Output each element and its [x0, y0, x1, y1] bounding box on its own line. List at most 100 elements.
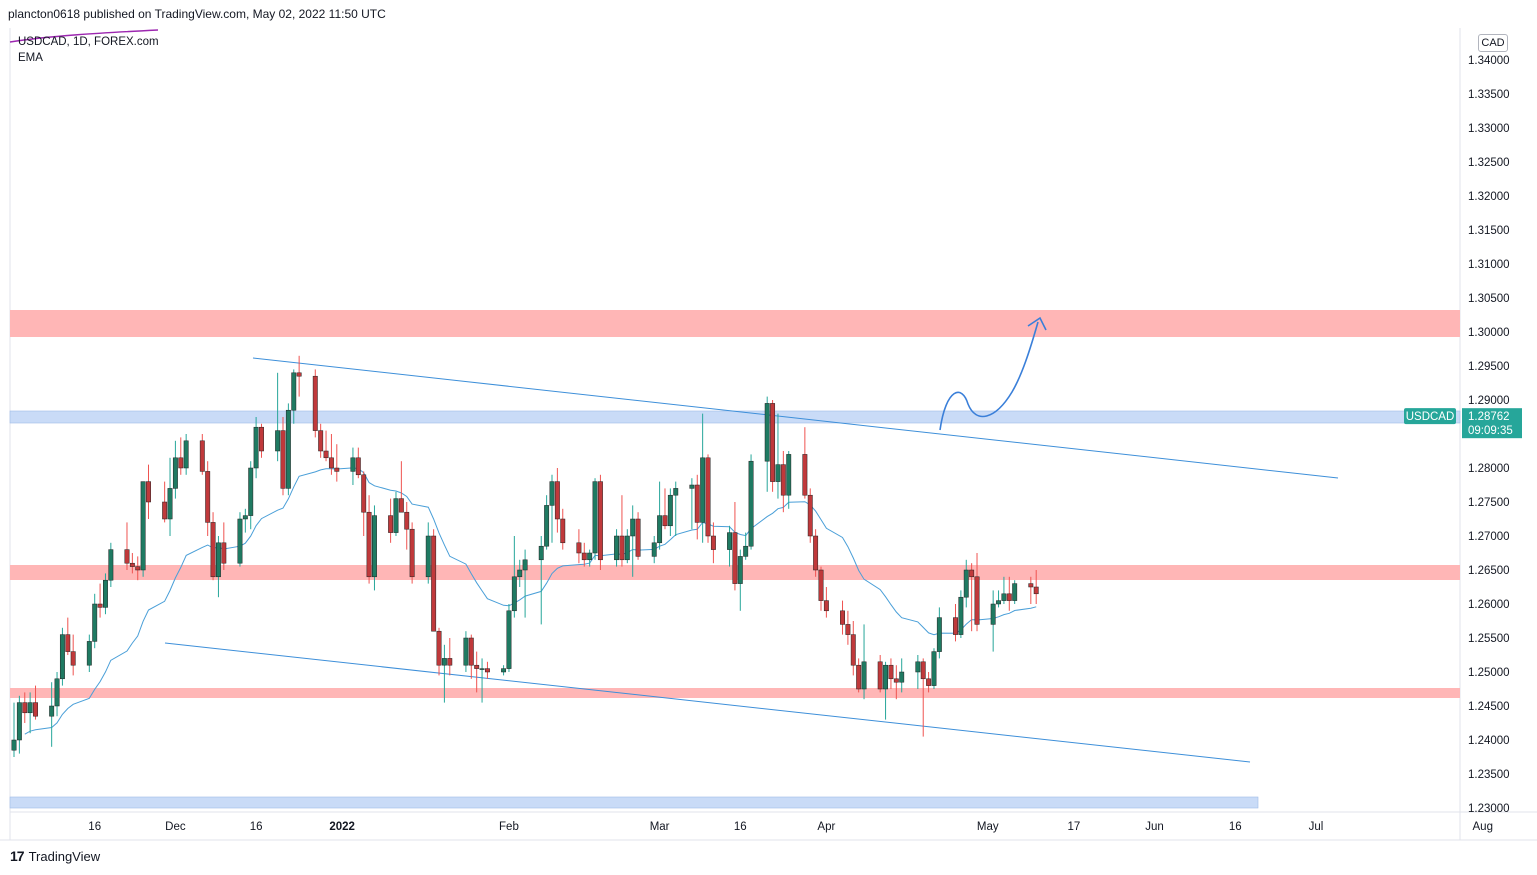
candle-2022-03-04[interactable]: [673, 481, 679, 536]
candle-2021-11-23[interactable]: [129, 553, 135, 574]
candle-2022-03-15[interactable]: [732, 502, 738, 591]
candle-2022-01-03[interactable]: [350, 447, 356, 485]
candle-2022-04-13[interactable]: [888, 658, 894, 689]
currency-badge[interactable]: CAD: [1478, 34, 1508, 52]
candle-2022-02-03[interactable]: [517, 559, 523, 587]
candle-2022-02-25[interactable]: [635, 512, 641, 560]
candle-2022-01-20[interactable]: [441, 644, 447, 703]
legend-indicator-ema[interactable]: EMA: [18, 52, 43, 64]
candle-2022-04-26[interactable]: [958, 590, 964, 638]
candle-2021-12-17[interactable]: [259, 423, 264, 458]
candle-2022-02-17[interactable]: [592, 478, 598, 560]
candle-2021-11-12[interactable]: [70, 634, 76, 676]
candle-2022-05-05[interactable]: [1006, 576, 1012, 611]
candle-2021-12-02[interactable]: [178, 437, 184, 475]
candle-2021-11-05[interactable]: [33, 685, 38, 720]
candle-2022-03-03[interactable]: [667, 488, 673, 536]
candle-2022-04-06[interactable]: [850, 621, 856, 676]
candle-2022-04-04[interactable]: [840, 600, 845, 635]
candle-2022-05-03[interactable]: [996, 590, 1001, 608]
candle-2022-02-22[interactable]: [619, 495, 625, 567]
candle-2021-11-09[interactable]: [54, 672, 60, 717]
candle-2022-02-28[interactable]: [651, 536, 657, 564]
candle-2022-04-07[interactable]: [856, 658, 862, 693]
candle-2022-03-02[interactable]: [662, 488, 668, 530]
candle-2022-01-19[interactable]: [436, 627, 442, 676]
candle-2022-02-02[interactable]: [511, 536, 517, 618]
candle-2022-03-08[interactable]: [694, 474, 700, 540]
candle-2022-04-27[interactable]: [963, 559, 969, 608]
candle-2022-04-29[interactable]: [974, 553, 980, 632]
candle-2021-12-09[interactable]: [215, 536, 221, 598]
candle-2022-01-25[interactable]: [468, 634, 474, 679]
candle-2021-12-15[interactable]: [248, 461, 254, 530]
candle-2022-02-15[interactable]: [581, 542, 587, 567]
candle-2022-02-09[interactable]: [549, 474, 555, 543]
candle-2021-12-28[interactable]: [318, 423, 324, 458]
candle-2022-01-21[interactable]: [447, 638, 453, 676]
candle-2021-11-24[interactable]: [135, 556, 141, 581]
candle-2021-11-30[interactable]: [167, 457, 173, 536]
candle-2022-05-04[interactable]: [1001, 576, 1007, 604]
candle-2022-04-14[interactable]: [893, 665, 899, 700]
candle-2022-03-28[interactable]: [802, 427, 808, 499]
candle-2022-01-31[interactable]: [501, 665, 507, 676]
candle-2021-12-29[interactable]: [323, 430, 329, 462]
candle-2021-12-08[interactable]: [210, 512, 216, 581]
candle-2021-12-14[interactable]: [242, 508, 248, 533]
candle-2022-04-01[interactable]: [823, 587, 829, 618]
candle-2022-03-30[interactable]: [813, 529, 819, 577]
candle-2022-02-07[interactable]: [538, 536, 544, 625]
candle-2022-04-20[interactable]: [926, 672, 932, 693]
candle-2021-12-13[interactable]: [237, 512, 243, 567]
candle-2021-11-08[interactable]: [49, 682, 55, 747]
candle-2022-03-07[interactable]: [689, 478, 695, 530]
candle-2021-12-16[interactable]: [253, 417, 259, 479]
candle-2022-04-21[interactable]: [931, 648, 937, 689]
candle-2021-11-17[interactable]: [97, 583, 103, 618]
candle-2021-11-02[interactable]: [16, 695, 22, 754]
candle-2022-02-24[interactable]: [630, 505, 636, 577]
candle-2022-05-06[interactable]: [1012, 580, 1018, 604]
candle-2022-04-12[interactable]: [883, 661, 889, 720]
candle-2022-02-01[interactable]: [506, 604, 512, 672]
candle-2021-11-03[interactable]: [22, 692, 28, 723]
candle-2021-11-26[interactable]: [146, 464, 151, 519]
candle-2022-04-18[interactable]: [915, 655, 921, 689]
candle-2022-03-21[interactable]: [764, 396, 770, 492]
candle-2022-02-21[interactable]: [614, 529, 620, 567]
candle-2021-11-11[interactable]: [65, 617, 71, 655]
candle-2021-12-21[interactable]: [280, 417, 286, 496]
candle-2022-01-07[interactable]: [372, 505, 377, 591]
candle-2022-03-24[interactable]: [780, 451, 786, 513]
candle-2021-11-22[interactable]: [124, 522, 130, 570]
candle-2021-12-24[interactable]: [296, 355, 302, 397]
candle-2021-11-01[interactable]: [11, 702, 17, 757]
candle-2022-04-11[interactable]: [877, 655, 883, 693]
candle-2021-12-10[interactable]: [221, 522, 227, 570]
candle-2022-04-22[interactable]: [936, 607, 942, 659]
candle-2022-03-17[interactable]: [743, 532, 749, 560]
candle-2022-03-22[interactable]: [770, 400, 776, 492]
candle-2022-03-10[interactable]: [705, 454, 711, 543]
candle-2021-11-15[interactable]: [86, 634, 92, 672]
candle-2022-01-10[interactable]: [388, 498, 394, 543]
candle-2022-01-28[interactable]: [484, 661, 490, 679]
candle-2022-05-10[interactable]: [1033, 570, 1039, 604]
candle-2022-02-14[interactable]: [576, 529, 582, 564]
candle-2021-12-30[interactable]: [328, 434, 334, 475]
candle-2021-12-03[interactable]: [183, 434, 189, 475]
candle-2022-01-12[interactable]: [398, 461, 404, 513]
candle-2022-02-08[interactable]: [544, 495, 550, 550]
candle-2022-03-29[interactable]: [807, 488, 813, 543]
candle-2022-01-05[interactable]: [361, 471, 367, 536]
candle-2022-03-11[interactable]: [710, 522, 716, 564]
candle-2021-12-22[interactable]: [285, 403, 291, 496]
candle-2021-11-25[interactable]: [140, 481, 146, 577]
candle-2022-01-11[interactable]: [393, 491, 399, 536]
candle-2021-12-06[interactable]: [199, 434, 205, 475]
candle-2022-01-24[interactable]: [463, 631, 469, 672]
candle-2021-12-27[interactable]: [312, 369, 318, 438]
candle-2022-03-18[interactable]: [748, 454, 754, 550]
candle-2022-02-11[interactable]: [560, 508, 566, 550]
